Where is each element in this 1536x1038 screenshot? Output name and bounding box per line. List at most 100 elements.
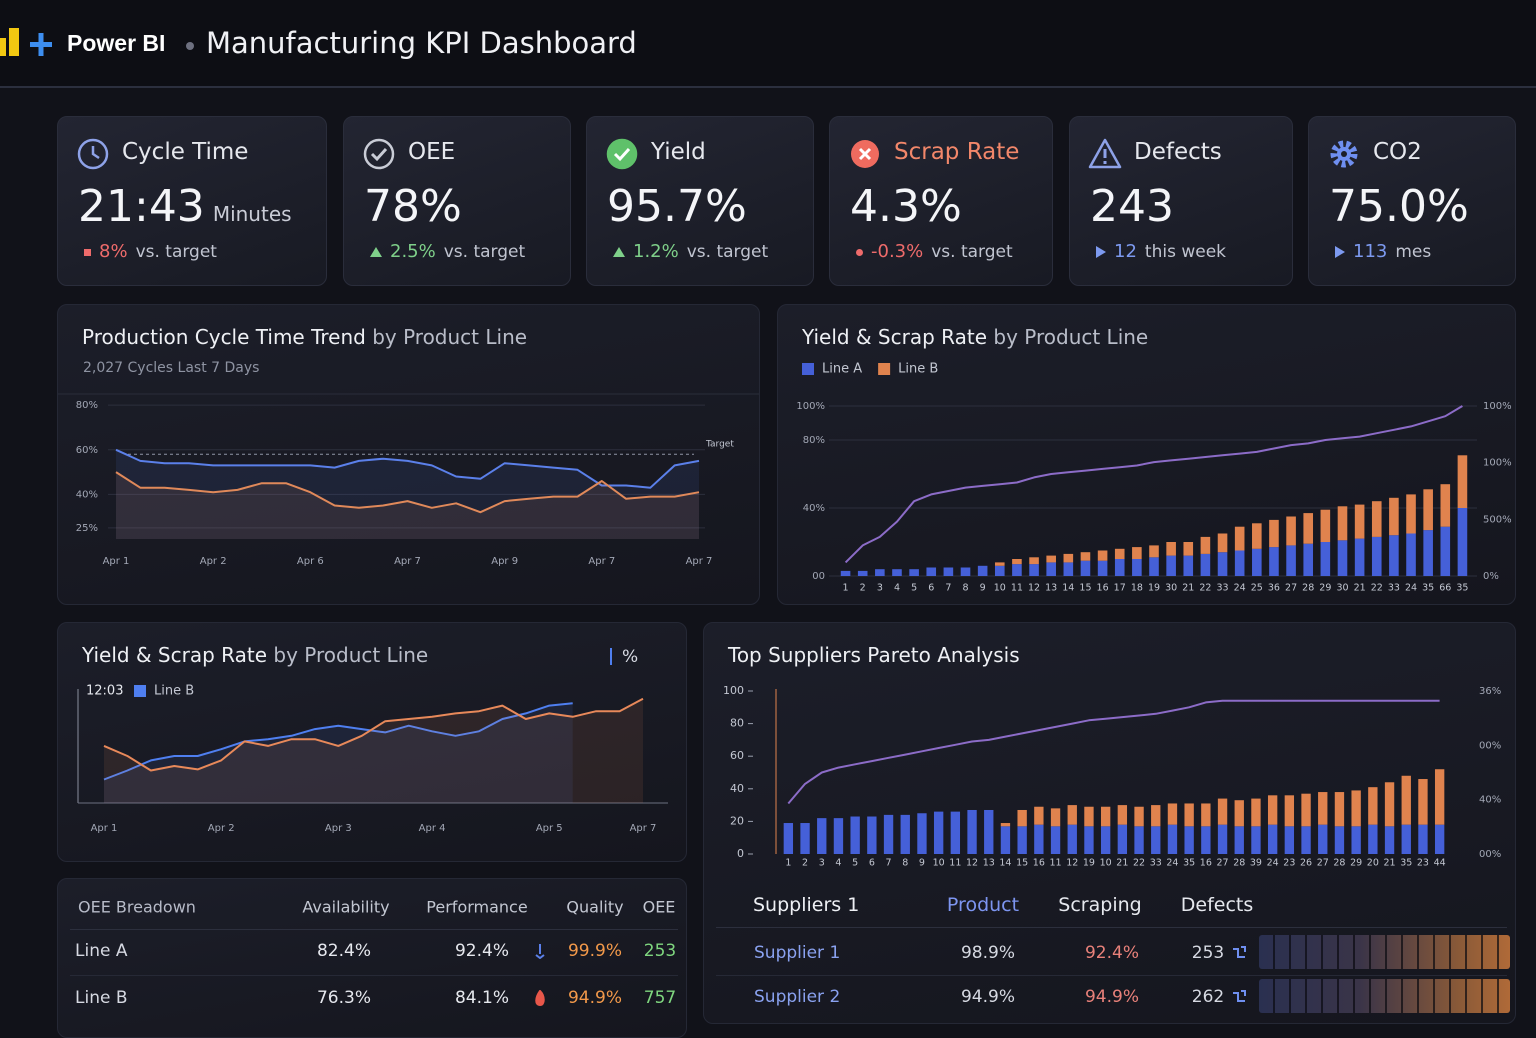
x-tick-label: 10: [994, 583, 1006, 594]
x-tick-label: Apr 9: [491, 556, 518, 567]
bar-segment: [1269, 547, 1279, 576]
x-tick-label: 33: [1216, 583, 1228, 594]
bar-segment: [1183, 555, 1194, 576]
bar-segment: [1303, 513, 1314, 544]
kpi-value-row: 4.3%: [850, 181, 962, 232]
bar-segment: [1000, 823, 1011, 827]
bar-segment: [1029, 557, 1039, 565]
x-tick-label: 23: [1417, 858, 1429, 869]
x-tick-label: 12: [1066, 858, 1078, 869]
y2-tick-label: 36%: [1479, 686, 1501, 697]
bar-segment: [1097, 550, 1108, 561]
bar-segment: [1234, 550, 1245, 576]
chart-svg: 80% 60% 40% 25% Apr 1 Apr 2 Apr 6 Apr 7 Apr 9 Apr…: [58, 393, 759, 567]
bar-segment: [1000, 826, 1011, 854]
x-tick-label: 35: [1183, 858, 1195, 869]
bar-segment: [1423, 489, 1433, 531]
x-tick-label: Apr 7: [686, 556, 713, 567]
kpi-icon: [1330, 140, 1358, 168]
x-tick-label: 10: [933, 858, 945, 869]
icon-shape: [1341, 151, 1347, 157]
bar-segment: [1050, 808, 1061, 827]
bar-segment: [967, 809, 977, 854]
bar-segment: [1166, 542, 1176, 556]
y-tick-label: 100%: [796, 401, 825, 412]
kpi-value: 95.7%: [607, 181, 747, 232]
line: [115, 448, 700, 489]
y-tick-label: 40%: [803, 503, 825, 514]
x-tick-label: Apr 6: [297, 556, 324, 567]
x-tick-label: 16: [1200, 858, 1212, 869]
table-cell: 92.4%: [1084, 943, 1140, 963]
bar-segment: [1251, 798, 1261, 827]
bar-segment: [1183, 542, 1194, 556]
bar-segment: [840, 570, 851, 576]
bar-segment: [1303, 543, 1314, 576]
table-header: Product: [946, 894, 1020, 916]
delta-indicator: [856, 248, 863, 256]
kpi-delta-row: 1.2% vs. target: [613, 241, 768, 262]
bar-segment: [1034, 824, 1044, 854]
bar-segment: [1384, 782, 1395, 827]
bar-segment: [1067, 824, 1077, 854]
bar-segment: [1457, 508, 1468, 576]
line: [103, 702, 573, 781]
table-header: Defects: [1180, 894, 1254, 916]
kpi-card: CO2 75.0% 113 mes: [1308, 116, 1516, 286]
line: [115, 471, 700, 514]
row-icon: [1233, 990, 1246, 1002]
bar-segment: [1217, 552, 1228, 576]
bar-segment: [1184, 826, 1194, 854]
x-tick-label: 17: [1114, 583, 1126, 594]
delta-indicator: [613, 247, 625, 257]
x-tick-label: 23: [1283, 858, 1295, 869]
table-cell: Line A: [75, 941, 128, 961]
bar-segment: [1017, 826, 1027, 854]
x-tick-label: 7: [886, 858, 892, 869]
kpi-icon: [606, 138, 638, 170]
x-tick-label: 8: [902, 858, 908, 869]
bar-segment: [1012, 564, 1022, 576]
x-tick-label: 28: [1233, 858, 1245, 869]
bar-segment: [977, 565, 988, 576]
bar-segment: [867, 816, 877, 854]
table-cell: 94.9%: [960, 987, 1016, 1007]
bar-segment: [960, 567, 971, 576]
x-tick-label: Apr 7: [630, 823, 657, 834]
chart-title: Yield & Scrap Rate by Product Line: [82, 643, 428, 667]
x-tick-label: 39: [1250, 858, 1262, 869]
x-tick-label: 6: [869, 858, 875, 869]
x-tick-label: 27: [1285, 583, 1297, 594]
bar-segment: [1371, 536, 1382, 576]
bar-segment: [1063, 553, 1074, 563]
bar-segment: [1389, 535, 1399, 576]
bar-segment: [1269, 519, 1279, 548]
bar-segment: [1132, 547, 1142, 559]
icon-shape: [606, 138, 638, 170]
x-tick-label: 22: [1133, 858, 1145, 869]
icon-shape: [858, 147, 872, 161]
table-header: OEE: [642, 897, 676, 917]
x-tick-label: 9: [919, 858, 925, 869]
x-tick-label: Apr 3: [325, 823, 352, 834]
kpi-delta: 113: [1353, 241, 1388, 262]
table-cell: 82.4%: [316, 941, 372, 961]
x-tick-label: 3: [877, 583, 883, 594]
x-tick-label: 15: [1079, 583, 1091, 594]
kpi-value: 4.3%: [850, 181, 962, 232]
icon-shape: [1233, 946, 1246, 958]
bar-segment: [817, 818, 827, 854]
x-tick-label: 66: [1439, 583, 1451, 594]
y2-tick-label: 100%: [1483, 401, 1512, 412]
kpi-value: 243: [1090, 181, 1174, 232]
bar-segment: [1401, 775, 1411, 825]
x-tick-label: 2: [860, 583, 866, 594]
kpi-delta: -0.3%: [871, 241, 924, 262]
x-tick-label: 35: [1422, 583, 1434, 594]
line: [844, 405, 1463, 564]
bar-segment: [1050, 826, 1061, 854]
y-tick-label: 40%: [76, 489, 98, 500]
table-cell: Supplier 2: [754, 987, 841, 1007]
x-tick-label: 12: [966, 858, 978, 869]
